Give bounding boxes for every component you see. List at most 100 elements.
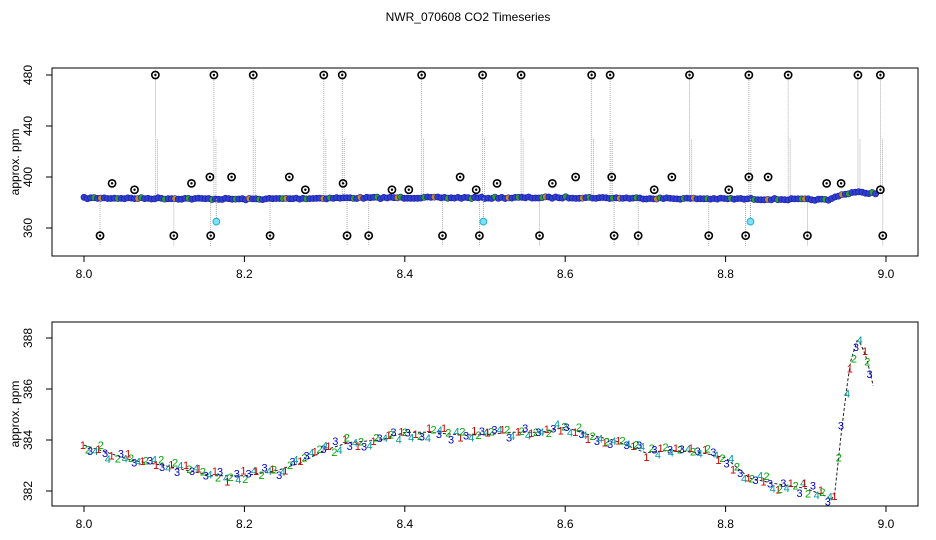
digit-marker: 4: [539, 427, 545, 439]
outlier-low-point-center: [636, 234, 640, 237]
digit-marker: 4: [366, 441, 372, 453]
outlier-low-point-center: [268, 234, 272, 237]
digit-marker: 4: [581, 430, 587, 442]
digit-marker: 4: [437, 425, 443, 437]
digit-marker: 2: [749, 474, 755, 486]
digit-marker: 3: [332, 436, 338, 448]
outlier-mid-point: [822, 178, 832, 188]
digit-marker: 3: [304, 451, 310, 463]
digit-marker: 4: [483, 427, 489, 439]
outlier-mid-point-center: [495, 182, 499, 185]
digit-marker: 2: [331, 447, 337, 459]
outlier-low-point-center: [744, 234, 747, 237]
outlier-mid-point-center: [766, 175, 770, 179]
digit-marker: 4: [639, 441, 645, 453]
outlier-mid-point: [836, 178, 846, 188]
digit-marker: 1: [673, 443, 679, 455]
outlier-mid-point-center: [304, 188, 307, 191]
outlier-mid-point-center: [879, 188, 882, 191]
digit-marker: 2: [388, 429, 394, 441]
digit-marker: 4: [223, 473, 229, 485]
outlier-mid-point: [404, 185, 414, 195]
digit-marker: 1: [153, 460, 159, 472]
outlier-low-point: [474, 231, 484, 241]
digit-marker: 1: [426, 423, 432, 435]
digit-marker: 3: [289, 457, 295, 469]
digit-marker: 2: [763, 471, 769, 483]
digit-marker: 1: [342, 434, 348, 446]
digit-marker: 3: [320, 444, 326, 456]
outlier-mid-point: [667, 172, 677, 182]
outlier-mid-point: [338, 178, 348, 188]
outlier-high-point-center: [154, 73, 157, 77]
digit-marker: 1: [572, 427, 578, 439]
outlier-low-point: [169, 231, 179, 241]
digit-marker: 1: [385, 430, 391, 442]
outlier-high-point: [478, 70, 487, 80]
outlier-high-point: [853, 70, 863, 80]
digit-marker: 2: [459, 426, 465, 438]
digit-marker: 3: [390, 427, 396, 439]
digit-marker: 4: [308, 447, 314, 459]
digit-marker: 1: [471, 426, 477, 438]
x-tick-label: 8.6: [557, 517, 574, 531]
digit-marker: 2: [143, 456, 149, 468]
digit-marker: 3: [564, 422, 570, 434]
digit-marker: 4: [177, 461, 183, 473]
outlier-mid-point: [300, 185, 310, 195]
digit-marker: 2: [633, 440, 639, 452]
digit-marker: 2: [186, 464, 192, 476]
outlier-low-point: [438, 231, 447, 241]
spike-lines: [99, 69, 884, 246]
digit-marker: 2: [705, 444, 711, 456]
digit-marker: 2: [546, 428, 552, 440]
digit-marker: 2: [128, 453, 134, 465]
digit-marker: 3: [724, 459, 730, 471]
digit-marker: 3: [276, 470, 282, 482]
cyan-point: [746, 217, 755, 226]
outlier-low-point: [206, 231, 216, 241]
digit-marker: 4: [408, 432, 414, 444]
digit-marker: 4: [800, 478, 806, 490]
digit-marker: 1: [585, 434, 591, 446]
digit-marker: 3: [203, 471, 209, 483]
outlier-mid-point-center: [825, 182, 828, 185]
digit-marker: 1: [702, 444, 708, 456]
outlier-mid-point-center: [670, 175, 674, 179]
outlier-mid-point: [455, 172, 465, 182]
y-tick-label: 382: [21, 481, 35, 501]
digit-marker: 2: [576, 422, 582, 434]
outlier-mid-point-center: [747, 175, 751, 179]
plot-frame: [51, 67, 919, 257]
digit-marker: 4: [784, 483, 790, 495]
digit-marker: 2: [720, 453, 726, 465]
cyan-point: [479, 217, 488, 226]
digit-marker: 3: [246, 468, 252, 480]
digit-marker: 1: [95, 444, 101, 456]
outlier-low-point: [633, 231, 643, 241]
digit-marker: 1: [643, 452, 649, 464]
outlier-low-point-center: [172, 234, 176, 237]
digit-marker: 3: [753, 475, 759, 487]
outlier-high-point: [516, 70, 526, 80]
digit-marker: 4: [396, 435, 402, 447]
digit-marker: 1: [139, 456, 145, 468]
outlier-high-point: [605, 70, 615, 80]
x-tick-label: 8.4: [396, 267, 413, 281]
digit-marker: 3: [217, 466, 223, 478]
digit-marker: 1: [818, 485, 824, 497]
digit-marker: 4: [525, 431, 531, 443]
digit-marker: 4: [509, 431, 515, 443]
digit-marker: 1: [224, 476, 230, 488]
outlier-mid-point-center: [458, 175, 462, 179]
digit-marker: 1: [745, 473, 751, 485]
digit-marker: 4: [122, 453, 128, 465]
digit-marker: 2: [533, 427, 539, 439]
digit-marker: 3: [448, 435, 454, 447]
digit-marker: 2: [819, 487, 825, 499]
digit-marker: 1: [398, 427, 404, 439]
outlier-low-point: [803, 231, 812, 241]
digit-marker: 2: [475, 430, 481, 442]
